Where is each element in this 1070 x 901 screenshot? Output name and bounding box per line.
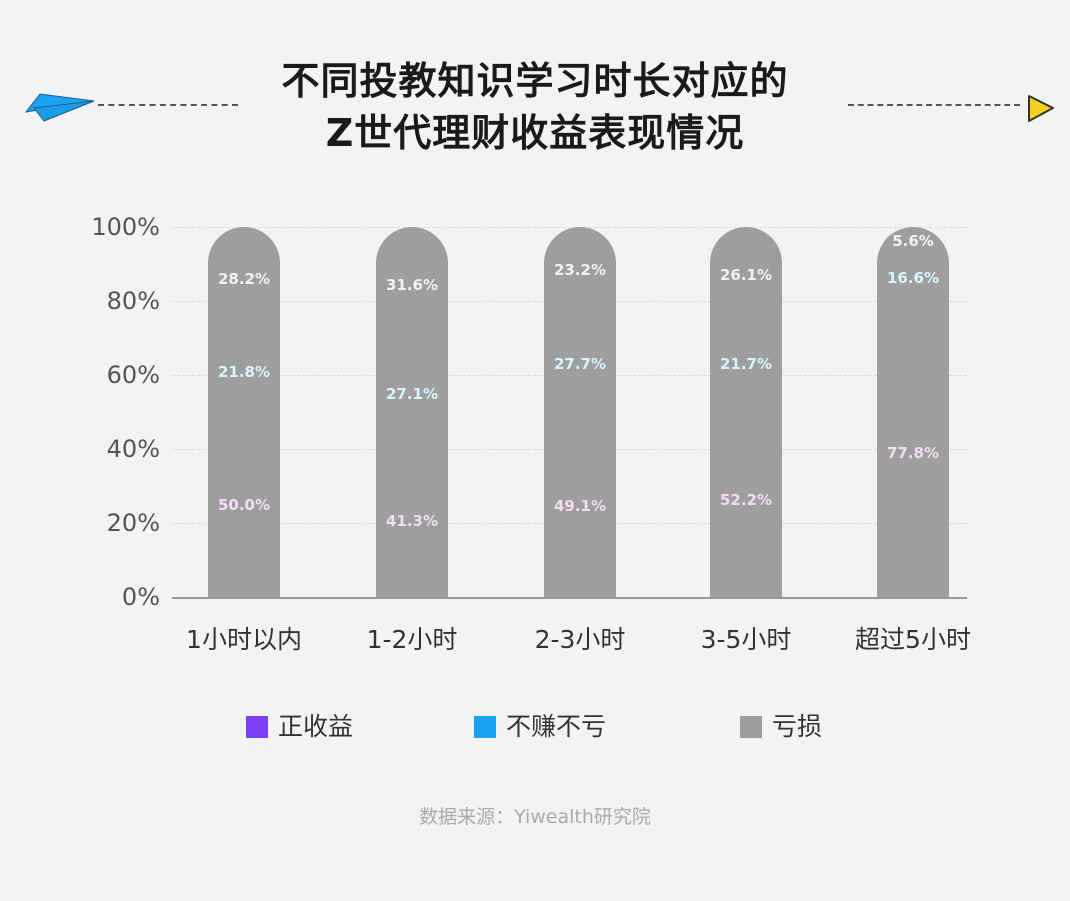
y-tick-label: 20% [106, 509, 160, 537]
legend-swatch-neutral [474, 716, 496, 738]
x-tick-label: 1小时以内 [186, 625, 302, 654]
title-dash-left [98, 104, 238, 106]
bar-value-label: 16.6% [886, 269, 940, 288]
title-line-1: 不同投教知识学习时长对应的 [281, 59, 789, 103]
bar-segment-loss [376, 227, 448, 597]
x-tick-label: 2-3小时 [534, 625, 626, 654]
x-tick-label: 3-5小时 [700, 625, 792, 654]
bar-value-label: 49.1% [553, 497, 607, 516]
data-source: 数据来源：Yiwealth研究院 [419, 806, 651, 828]
bar-segment-loss [544, 227, 616, 597]
bar-value-label: 77.8% [886, 444, 940, 463]
bar-value-label: 27.1% [385, 385, 439, 404]
bar-value-label: 31.6% [385, 276, 439, 295]
bar-value-label: 23.2% [553, 260, 607, 279]
legend-swatch-loss [740, 716, 762, 738]
bar-value-label: 52.2% [719, 491, 773, 510]
x-axis-line [172, 597, 967, 599]
bar-value-label: 5.6% [892, 232, 934, 250]
legend-swatch-positive [246, 716, 268, 738]
bar-value-label: 21.7% [719, 354, 773, 373]
legend-label: 亏损 [772, 712, 823, 741]
bar-segment-loss [208, 227, 280, 597]
title-line-2: Z世代理财收益表现情况 [325, 111, 745, 155]
play-arrow-icon [1028, 95, 1054, 122]
bar-segment-loss [877, 227, 949, 597]
legend-label: 正收益 [278, 712, 354, 741]
title-dash-right [848, 104, 1020, 106]
paper-plane-icon [24, 93, 95, 122]
bar-value-label: 50.0% [217, 495, 271, 514]
bar-value-label: 27.7% [553, 355, 607, 374]
bar-segment-loss [710, 227, 782, 597]
bar-value-label: 41.3% [385, 511, 439, 530]
y-tick-label: 80% [106, 287, 160, 315]
legend-label: 不赚不亏 [506, 712, 607, 741]
bar-value-label: 28.2% [217, 270, 271, 289]
y-tick-label: 0% [121, 583, 160, 611]
y-tick-label: 100% [91, 213, 160, 241]
x-tick-label: 超过5小时 [855, 625, 971, 654]
y-tick-label: 60% [106, 361, 160, 389]
y-tick-label: 40% [106, 435, 160, 463]
x-tick-label: 1-2小时 [366, 625, 458, 654]
bar-value-label: 21.8% [217, 362, 271, 381]
bar-value-label: 26.1% [719, 266, 773, 285]
